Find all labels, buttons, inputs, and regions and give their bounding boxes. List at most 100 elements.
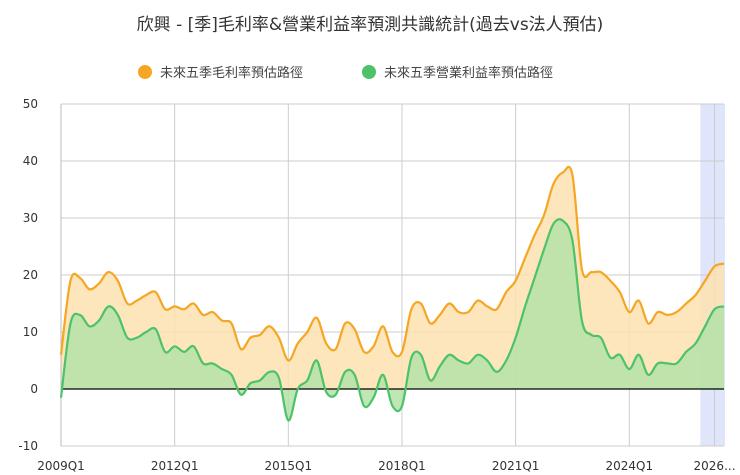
gross-margin-point [88,288,90,290]
operating-margin-point [704,325,706,327]
gross-margin-point [533,234,535,236]
operating-margin-point [609,356,611,358]
gross-margin-point [353,328,355,330]
gross-margin-point [524,257,526,259]
gross-margin-point [581,268,583,270]
operating-margin-point [88,325,90,327]
gross-margin-point [259,334,261,336]
operating-margin-point [429,379,431,381]
operating-margin-point [297,388,299,390]
operating-margin-point [524,305,526,307]
gross-margin-point [136,299,138,301]
gross-margin-point [249,337,251,339]
y-tick-label: 30 [23,211,38,225]
operating-margin-point [486,359,488,361]
operating-margin-point [60,396,62,398]
gross-margin-point [278,337,280,339]
gross-margin-point [666,314,668,316]
gross-margin-point [448,302,450,304]
y-tick-label: 50 [23,97,38,111]
gross-margin-point [382,325,384,327]
operating-margin-point [287,419,289,421]
gross-margin-point [657,311,659,313]
gross-margin-point [372,345,374,347]
operating-margin-point [619,354,621,356]
legend-dot-operating-icon [362,64,376,79]
operating-margin-point [306,379,308,381]
operating-margin-point [221,368,223,370]
gross-margin-point [401,351,403,353]
gross-margin-point [79,277,81,279]
operating-margin-point [334,394,336,396]
operating-margin-point [600,337,602,339]
operating-margin-point [240,394,242,396]
gross-margin-point [723,262,725,264]
operating-margin-point [173,345,175,347]
y-tick-label: 0 [30,382,38,396]
x-tick-label: 2012Q1 [151,459,199,473]
operating-margin-point [571,240,573,242]
gross-margin-point [713,265,715,267]
y-tick-label: 40 [23,154,38,168]
gross-margin-point [316,317,318,319]
operating-margin-point [249,382,251,384]
gross-margin-point [467,311,469,313]
operating-margin-point [316,359,318,361]
gross-margin-point [192,302,194,304]
operating-margin-point [155,328,157,330]
gross-margin-point [391,351,393,353]
gross-margin-point [505,291,507,293]
legend-item-operating-margin[interactable]: 未來五季營業利益率預估路徑 [362,62,553,81]
gross-margin-point [609,280,611,282]
operating-margin-point [439,365,441,367]
operating-margin-area [61,219,724,421]
operating-margin-point [495,371,497,373]
gross-margin-point [458,311,460,313]
operating-margin-point [401,405,403,407]
legend-label-gross: 未來五季毛利率預估路徑 [160,66,304,81]
x-tick-label: 2018Q1 [378,459,426,473]
operating-margin-point [694,342,696,344]
gross-margin-point [107,271,109,273]
legend-label-operating: 未來五季營業利益率預估路徑 [384,66,554,81]
gross-margin-point [495,308,497,310]
gross-margin-point [694,294,696,296]
operating-margin-point [363,405,365,407]
gross-margin-point [675,311,677,313]
operating-margin-point [647,374,649,376]
operating-margin-point [543,248,545,250]
operating-margin-point [685,351,687,353]
gross-margin-point [268,325,270,327]
operating-margin-point [666,362,668,364]
operating-margin-point [505,359,507,361]
operating-margin-point [514,337,516,339]
legend: 未來五季毛利率預估路徑 未來五季營業利益率預估路徑 [0,62,740,84]
gross-margin-point [297,342,299,344]
operating-margin-point [202,362,204,364]
operating-margin-point [533,277,535,279]
operating-margin-point [657,362,659,364]
operating-margin-point [410,356,412,358]
chart-title: 欣興 - [季]毛利率&營業利益率預測共識統計(過去vs法人預估) [136,15,604,35]
gross-margin-point [117,280,119,282]
gross-margin-line [59,165,725,362]
operating-margin-point [581,319,583,321]
gross-margin-point [363,351,365,353]
x-tick-label: 2015Q1 [265,459,313,473]
gross-margin-point [619,291,621,293]
operating-margin-point [353,374,355,376]
operating-margin-point [372,396,374,398]
operating-margin-point [278,376,280,378]
operating-margin-point [69,322,71,324]
operating-margin-point [325,391,327,393]
y-tick-label: 20 [23,268,38,282]
gross-margin-point [240,348,242,350]
gross-margin-point [60,354,62,356]
gross-margin-point [230,322,232,324]
operating-margin-point [136,337,138,339]
gross-margin-point [628,311,630,313]
y-tick-label: 10 [23,325,38,339]
gross-margin-point [145,294,147,296]
operating-margin-point [211,362,213,364]
legend-item-gross-margin[interactable]: 未來五季毛利率預估路徑 [138,62,303,81]
